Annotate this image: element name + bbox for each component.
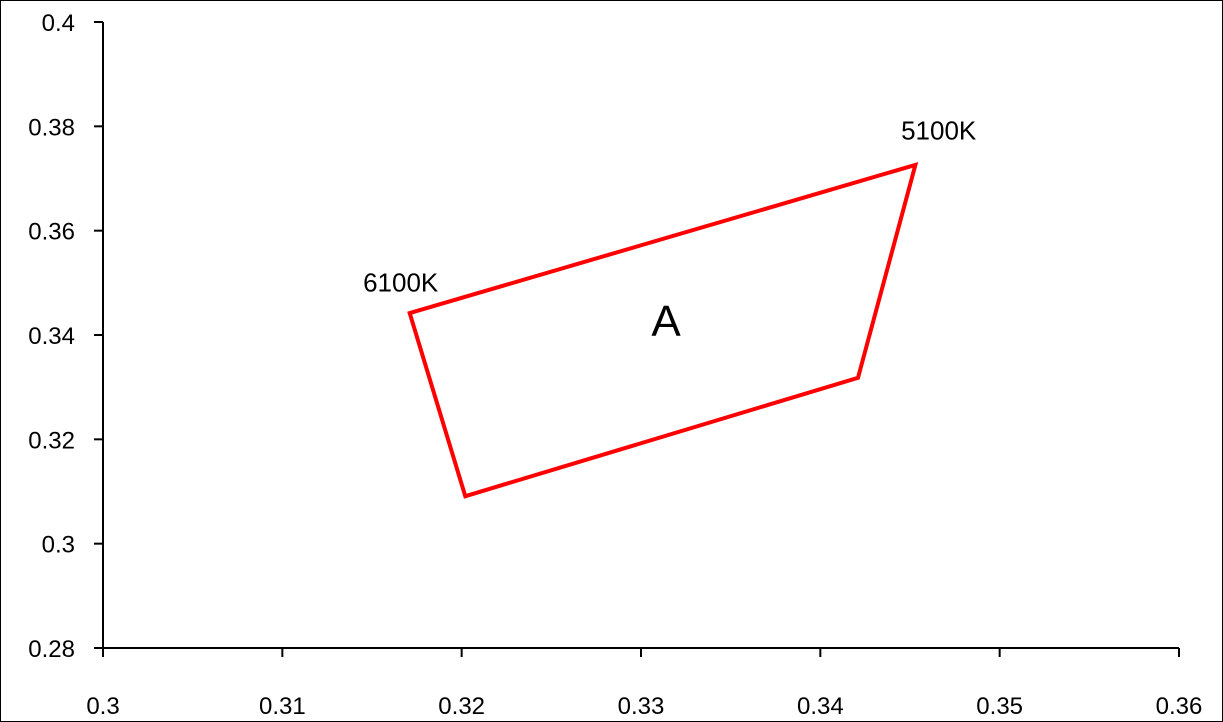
series-layer bbox=[407, 161, 919, 499]
y-tick-label: 0.34 bbox=[28, 323, 75, 350]
y-tick-label: 0.38 bbox=[28, 114, 75, 141]
region-label: A bbox=[651, 297, 681, 346]
cct-label: 6100K bbox=[363, 268, 439, 298]
x-tick-label: 0.33 bbox=[618, 693, 665, 720]
x-tick-label: 0.3 bbox=[86, 693, 119, 720]
y-tick-label: 0.4 bbox=[42, 10, 75, 37]
x-tick-label: 0.36 bbox=[1156, 693, 1203, 720]
annotation-layer: 5100K 6100K A bbox=[363, 115, 977, 346]
cct-label: 5100K bbox=[901, 115, 977, 145]
region-polygon-0 bbox=[407, 161, 919, 499]
y-axis-ticks: 0.4 0.38 0.36 0.34 0.32 0.3 0.28 bbox=[28, 10, 103, 663]
axes bbox=[102, 22, 1179, 649]
y-tick-label: 0.3 bbox=[42, 532, 75, 559]
x-tick-label: 0.35 bbox=[976, 693, 1023, 720]
x-axis-ticks: 0.3 0.31 0.32 0.33 0.34 0.35 0.36 bbox=[86, 648, 1202, 720]
x-tick-label: 0.32 bbox=[438, 693, 485, 720]
y-tick-label: 0.28 bbox=[28, 636, 75, 663]
x-tick-label: 0.34 bbox=[797, 693, 844, 720]
x-tick-label: 0.31 bbox=[259, 693, 306, 720]
y-tick-label: 0.36 bbox=[28, 219, 75, 246]
y-tick-label: 0.32 bbox=[28, 427, 75, 454]
